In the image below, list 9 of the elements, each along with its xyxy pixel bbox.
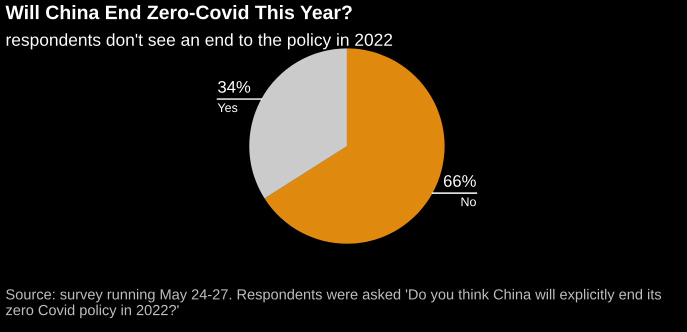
slice-label: No <box>461 197 476 206</box>
data-label: 34% <box>218 81 250 93</box>
chart-title: Will China End Zero-Covid This Year? <box>6 4 352 20</box>
data-label: 66% <box>444 175 476 187</box>
chart-subtitle: respondents don't see an end to the policy in 2022 <box>6 33 392 50</box>
pie-slice <box>264 48 445 244</box>
source-note: Source: survey running May 24-27. Respondents were asked 'Do you think China will explicitly end its zero Covid policy in 2022?' <box>6 288 662 318</box>
slice-label: Yes <box>218 103 238 112</box>
pie-slice <box>249 48 347 198</box>
